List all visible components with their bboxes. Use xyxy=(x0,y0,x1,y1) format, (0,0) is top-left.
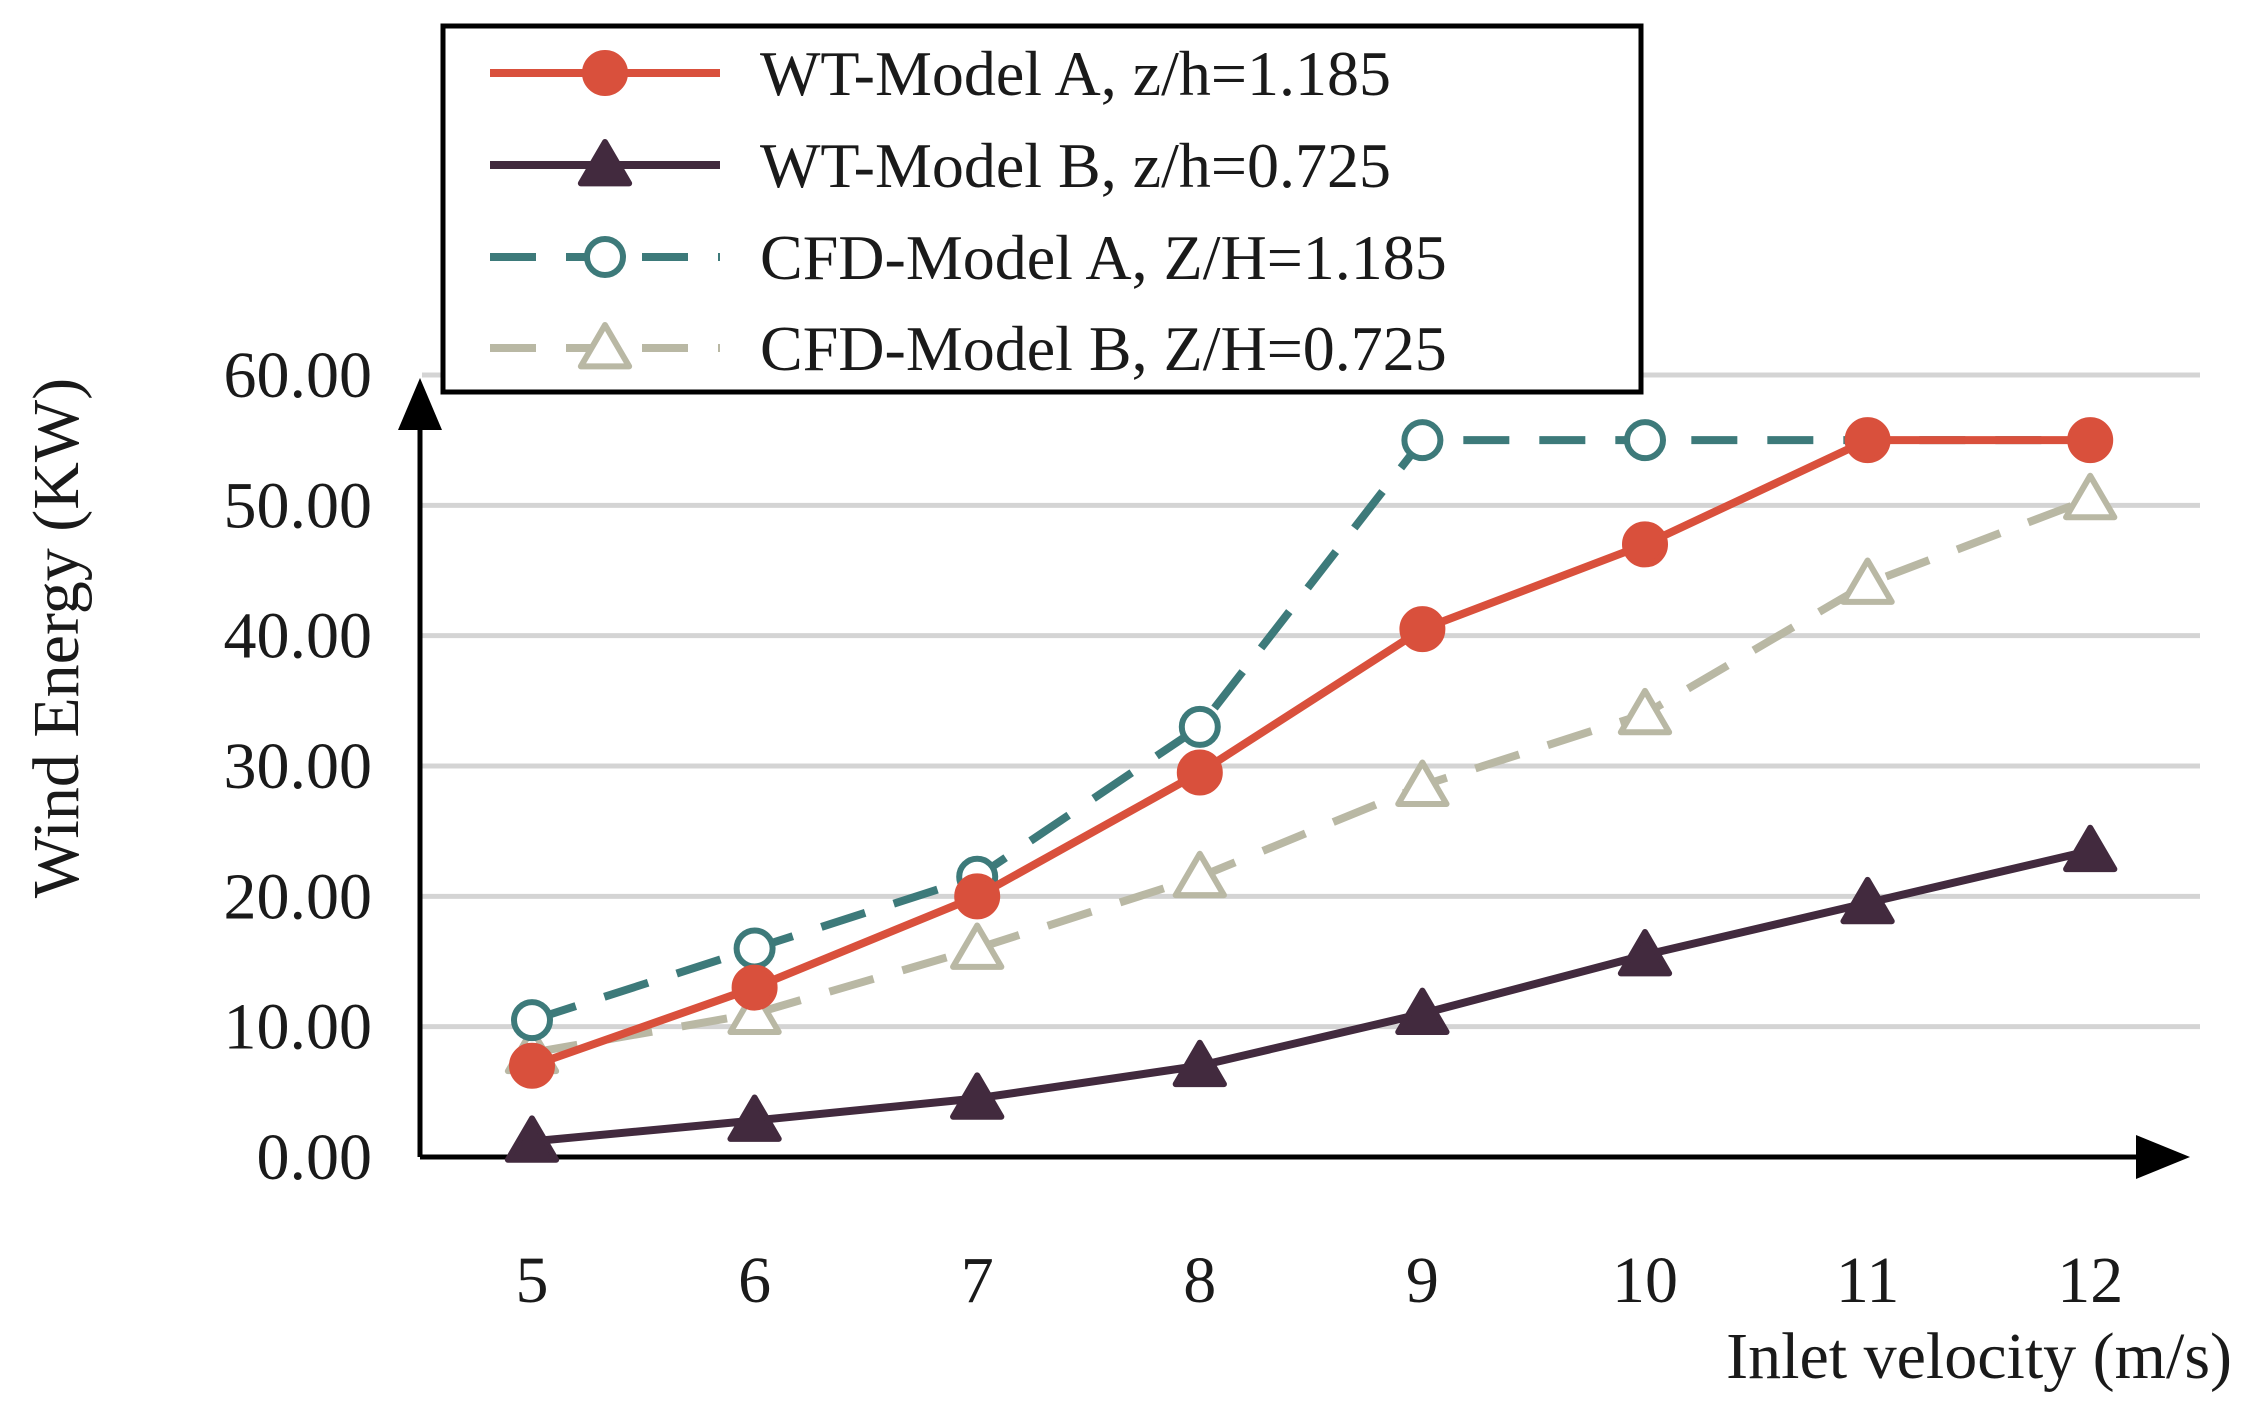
series-line xyxy=(531,495,2092,1057)
data-point xyxy=(1176,749,1223,796)
data-point xyxy=(1617,687,1673,736)
data-point xyxy=(950,922,1005,970)
x-tick-label: 9 xyxy=(1406,1244,1439,1317)
series-2 xyxy=(504,824,2118,1163)
legend-entry-1: WT-Model A, z/h=1.185 xyxy=(490,38,1391,109)
series-line xyxy=(530,436,2091,1070)
data-point xyxy=(727,987,782,1036)
data-point xyxy=(1399,606,1446,653)
series-3 xyxy=(511,419,2112,1042)
data-point xyxy=(1622,521,1668,568)
legend-box xyxy=(440,23,1644,395)
data-point xyxy=(509,1042,555,1089)
data-point xyxy=(1178,705,1221,748)
data-point xyxy=(2063,472,2118,521)
legend-entry-3: CFD-Model A, Z/H=1.185 xyxy=(490,222,1447,293)
legend-label: CFD-Model A, Z/H=1.185 xyxy=(760,222,1447,293)
series-4 xyxy=(504,472,2118,1075)
x-tick-label: 5 xyxy=(516,1244,549,1317)
y-axis-title: Wind Energy (KW) xyxy=(20,378,93,898)
series-line xyxy=(531,846,2092,1146)
x-tick-label: 12 xyxy=(2057,1244,2123,1317)
x-tick-label: 8 xyxy=(1183,1244,1216,1317)
legend-marker xyxy=(577,322,633,370)
data-point xyxy=(954,873,1001,920)
x-tick-label: 7 xyxy=(961,1244,994,1317)
y-tick-label: 10.00 xyxy=(224,991,373,1064)
legend-label: WT-Model A, z/h=1.185 xyxy=(760,38,1391,109)
data-point xyxy=(1840,557,1895,605)
axes xyxy=(398,378,2190,1179)
data-point xyxy=(1401,419,1444,462)
y-tick-label: 60.00 xyxy=(224,339,373,412)
x-axis-title: Inlet velocity (m/s) xyxy=(1726,1320,2232,1393)
legend-label: WT-Model B, z/h=0.725 xyxy=(760,130,1391,201)
data-point xyxy=(504,1115,560,1163)
data-point xyxy=(1624,419,1666,462)
data-point xyxy=(1395,759,1450,807)
data-point xyxy=(727,1094,782,1142)
legend-entry-4: CFD-Model B, Z/H=0.725 xyxy=(490,313,1447,384)
data-point xyxy=(1840,876,1895,925)
series-layer xyxy=(504,417,2118,1163)
series-1 xyxy=(509,417,2114,1089)
x-tick-label: 11 xyxy=(1836,1244,1900,1317)
data-point xyxy=(511,999,553,1042)
data-point xyxy=(1172,1039,1227,1088)
legend-marker xyxy=(577,139,633,187)
data-point xyxy=(731,964,778,1011)
data-point xyxy=(1172,850,1227,899)
data-point xyxy=(2063,824,2118,873)
y-tick-label: 50.00 xyxy=(224,469,373,542)
legend-label: CFD-Model B, Z/H=0.725 xyxy=(760,313,1447,384)
legend-entry-2: WT-Model B, z/h=0.725 xyxy=(490,130,1391,201)
legend: WT-Model A, z/h=1.185 WT-Model B, z/h=0.7… xyxy=(440,23,1644,395)
y-tick-label: 20.00 xyxy=(224,860,373,933)
x-tick-label: 6 xyxy=(738,1244,771,1317)
y-tick-label: 0.00 xyxy=(257,1121,373,1194)
y-tick-labels: 0.00 10.00 20.00 30.00 40.00 50.00 60.00 xyxy=(224,339,373,1194)
legend-marker xyxy=(582,50,628,96)
series-line xyxy=(530,436,2091,1024)
data-point xyxy=(733,927,776,970)
x-axis-arrow xyxy=(2136,1135,2190,1179)
y-tick-label: 40.00 xyxy=(224,600,373,673)
legend-marker xyxy=(584,236,626,278)
y-axis-arrow xyxy=(398,378,442,430)
data-point xyxy=(2067,417,2114,464)
data-point xyxy=(950,1072,1005,1120)
data-point xyxy=(1844,417,1891,464)
x-tick-label: 10 xyxy=(1612,1244,1678,1317)
data-point xyxy=(1617,928,1673,977)
data-point xyxy=(1395,987,1450,1036)
x-tick-labels: 5 6 7 8 9 10 11 12 xyxy=(516,1244,2124,1317)
y-tick-label: 30.00 xyxy=(224,730,373,803)
